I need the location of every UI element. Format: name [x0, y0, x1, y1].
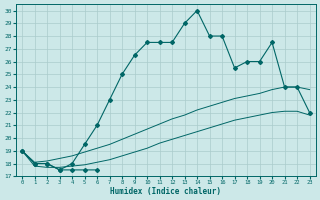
X-axis label: Humidex (Indice chaleur): Humidex (Indice chaleur) [110, 187, 221, 196]
